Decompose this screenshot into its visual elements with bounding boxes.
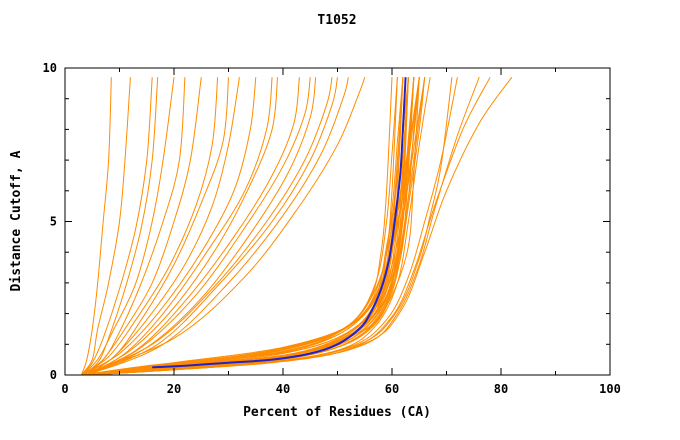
model-curve [81,77,404,376]
x-tick-label: 40 [276,382,290,396]
model-curve [80,77,112,376]
plot-area: 0 20 40 60 80 100 0 5 10 [43,61,621,396]
model-curve [86,77,398,376]
model-curve [92,77,426,376]
x-tick-label: 20 [167,382,181,396]
model-curve [86,77,273,376]
model-curve [80,77,175,376]
model-curve [81,77,366,376]
model-curve [81,77,333,376]
x-tick-label: 100 [599,382,621,396]
x-tick-label: 80 [494,382,508,396]
model-curve [86,77,453,376]
model-curve [86,77,426,376]
x-tick-label: 0 [61,382,68,396]
x-axis-label: Percent of Residues (CA) [243,405,431,420]
model-curve [81,77,186,376]
y-tick-label: 0 [50,368,57,382]
model-curve [81,77,257,376]
model-curve [81,77,229,376]
x-tick-label: 60 [385,382,399,396]
model-curve [86,77,317,376]
model-curve [86,77,338,376]
model-curve [81,77,300,376]
model-curve [80,77,131,376]
model-curve [81,77,159,376]
model-curve [86,77,279,376]
model-curve [81,77,219,376]
y-tick-label: 5 [50,215,57,229]
chart-title: T1052 [317,13,356,28]
highlight-curve [152,77,407,369]
model-curve [86,77,311,376]
y-tick-label: 10 [43,61,57,75]
model-curve [81,77,404,376]
model-curve [80,77,153,376]
y-axis-label: Distance Cutoff, A [9,150,24,291]
model-curve [81,77,404,376]
model-curve [86,76,491,376]
